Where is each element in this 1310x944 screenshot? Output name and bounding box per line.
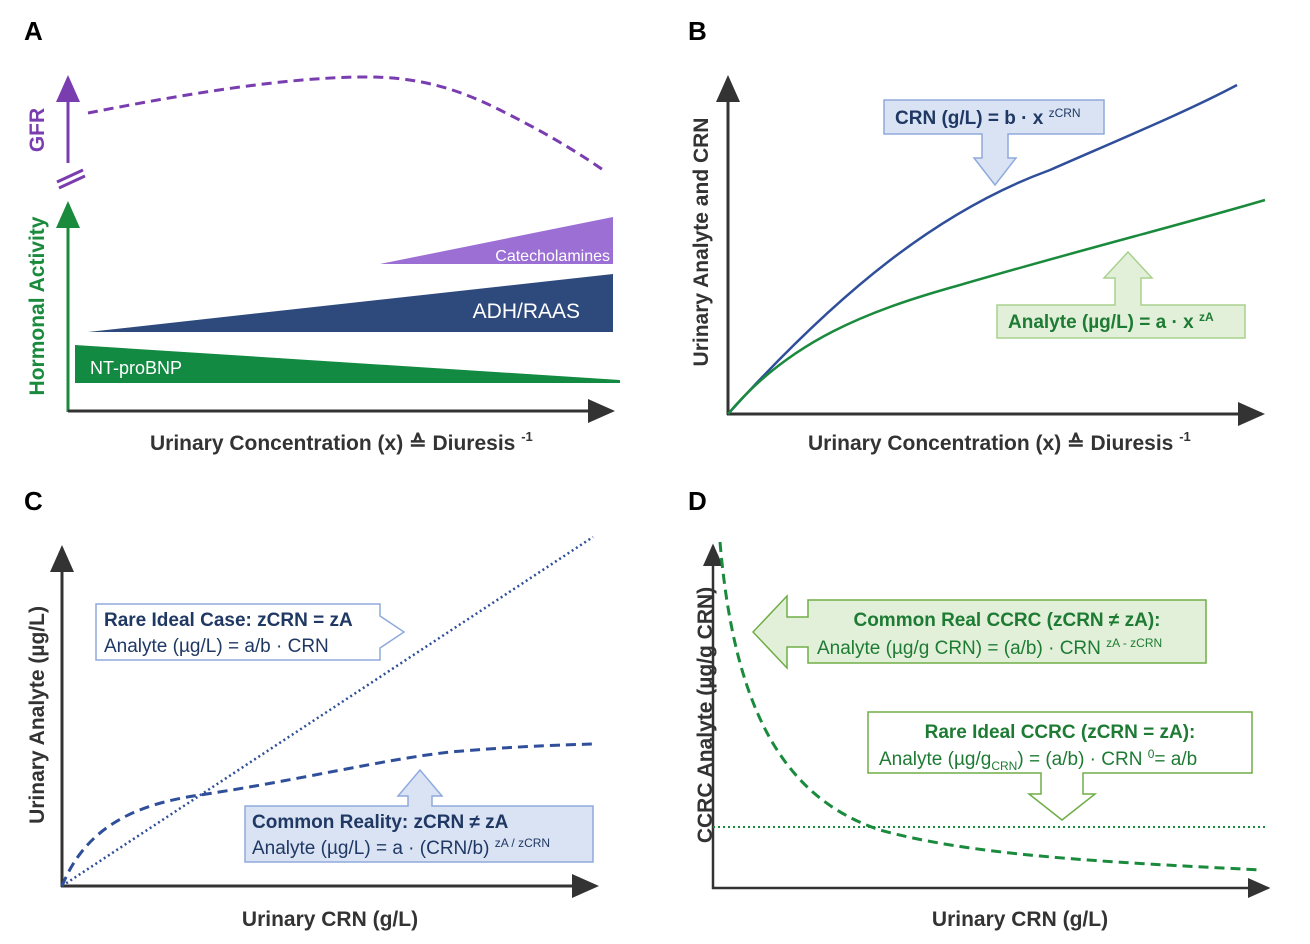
- ideal-case-equation: Analyte (µg/L) = a/b · CRN: [104, 636, 329, 657]
- panel-a: A GFR Hormonal Activity Catecholamines A…: [24, 16, 620, 455]
- ideal-line: [61, 535, 594, 888]
- crn-callout: CRN (g/L) = b · x zCRN: [883, 99, 1105, 187]
- adh-raas-label: ADH/RAAS: [473, 300, 580, 323]
- panel-a-label: A: [24, 16, 43, 46]
- ntprobnp-wedge: [75, 345, 620, 383]
- common-reality-callout: Common Reality: zCRN ≠ zA Analyte (µg/L)…: [244, 768, 594, 863]
- x-axis-label-b: Urinary Concentration (x) ≙ Diuresis -1: [808, 429, 1191, 455]
- analyte-curve: [727, 198, 1266, 415]
- x-axis-label-d: Urinary CRN (g/L): [932, 908, 1108, 931]
- catecholamines-label: Catecholamines: [495, 248, 610, 265]
- analyte-callout: Analyte (µg/L) = a · x zA: [996, 250, 1246, 339]
- axis-break-icon: [56, 168, 86, 190]
- crn-equation: CRN (g/L) = b · x zCRN: [895, 106, 1081, 129]
- ideal-case-callout: Rare Ideal Case: zCRN = zA Analyte (µg/L…: [95, 603, 406, 661]
- x-axis-label-c: Urinary CRN (g/L): [242, 908, 418, 931]
- y-axis-label-b: Urinary Analyte and CRN: [690, 118, 713, 367]
- ideal-ccrc-callout: Rare Ideal CCRC (zCRN = zA): Analyte (µg…: [867, 711, 1253, 821]
- reality-curve: [60, 742, 594, 887]
- panel-d: D CCRC Analyte (µg/g CRN) Common Real CC…: [688, 486, 1271, 931]
- panel-d-label: D: [688, 486, 707, 516]
- hormonal-activity-label: Hormonal Activity: [26, 216, 49, 395]
- panel-b: B Urinary Analyte and CRN CRN (g/L) = b …: [688, 16, 1266, 455]
- common-reality-title: Common Reality: zCRN ≠ zA: [252, 812, 509, 833]
- panel-b-label: B: [688, 16, 707, 46]
- common-ccrc-title: Common Real CCRC (zCRN ≠ zA):: [853, 610, 1160, 631]
- common-ccrc-callout: Common Real CCRC (zCRN ≠ zA): Analyte (µ…: [751, 594, 1207, 670]
- analyte-equation: Analyte (µg/L) = a · x zA: [1008, 310, 1214, 333]
- ideal-case-title: Rare Ideal Case: zCRN = zA: [104, 610, 353, 631]
- panel-c: C Urinary Analyte (µg/L) Rare Ideal Case…: [24, 486, 599, 931]
- crn-curve: [727, 83, 1238, 415]
- real-ccrc-curve: [718, 541, 1263, 872]
- y-axis-label-d: CCRC Analyte (µg/g CRN): [694, 587, 717, 843]
- common-ccrc-equation: Analyte (µg/g CRN) = (a/b) · CRN zA - zC…: [817, 636, 1162, 659]
- panel-c-label: C: [24, 486, 43, 516]
- common-reality-equation: Analyte (µg/L) = a · (CRN/b) zA / zCRN: [252, 836, 550, 859]
- adh-raas-wedge: [88, 274, 613, 332]
- catecholamines-wedge: [380, 217, 613, 264]
- gfr-curve: [87, 75, 607, 174]
- gfr-label: GFR: [26, 108, 49, 152]
- ntprobnp-label: NT-proBNP: [90, 358, 182, 378]
- x-axis-label-a: Urinary Concentration (x) ≙ Diuresis -1: [150, 429, 533, 455]
- y-axis-label-c: Urinary Analyte (µg/L): [26, 606, 49, 824]
- ideal-ccrc-title: Rare Ideal CCRC (zCRN = zA):: [925, 722, 1196, 743]
- ideal-ccrc-equation: Analyte (µg/gCRN) = (a/b) · CRN 0= a/b: [879, 747, 1197, 773]
